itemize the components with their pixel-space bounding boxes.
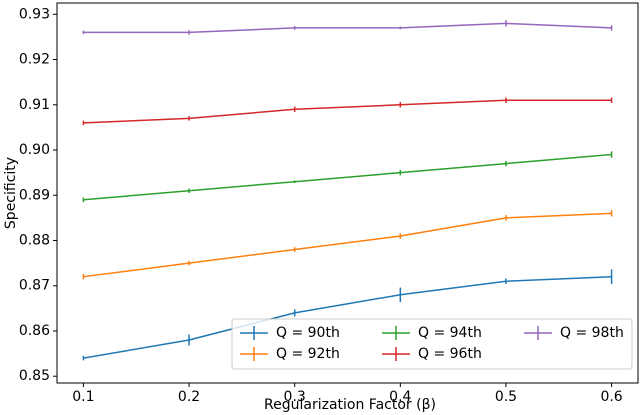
legend-label: Q = 92th [276,346,340,362]
series-line [83,153,612,201]
y-tick-label: 0.89 [19,187,50,203]
y-tick-label: 0.93 [19,6,50,22]
series-line [83,99,612,124]
x-tick-label: 0.6 [600,389,622,405]
x-tick-label: 0.2 [178,389,200,405]
plot-frame [56,2,639,384]
y-tick-label: 0.92 [19,52,50,68]
legend-label: Q = 98th [560,325,624,341]
x-tick-label: 0.4 [389,389,411,405]
series-line [83,22,612,34]
legend-label: Q = 96th [418,346,482,362]
y-tick-label: 0.85 [19,368,50,384]
y-tick-label: 0.88 [19,233,50,249]
y-tick-label: 0.91 [19,97,50,113]
legend-label: Q = 90th [276,325,340,341]
x-axis-label: Regularization Factor (β) [264,397,436,413]
x-tick-label: 0.5 [495,389,517,405]
legend: Q = 90th Q = 92th Q = 94th Q = 96th Q = 98th [231,318,633,370]
y-tick-label: 0.90 [19,142,50,158]
legend-label: Q = 94th [418,325,482,341]
x-tick-label: 0.1 [72,389,94,405]
y-axis-label: Specificity [3,157,19,229]
y-tick-label: 0.86 [19,323,50,339]
y-tick-label: 0.87 [19,278,50,294]
series-line [83,275,612,359]
legend-box [231,318,633,370]
x-tick-label: 0.3 [284,389,306,405]
series-line [83,212,612,278]
